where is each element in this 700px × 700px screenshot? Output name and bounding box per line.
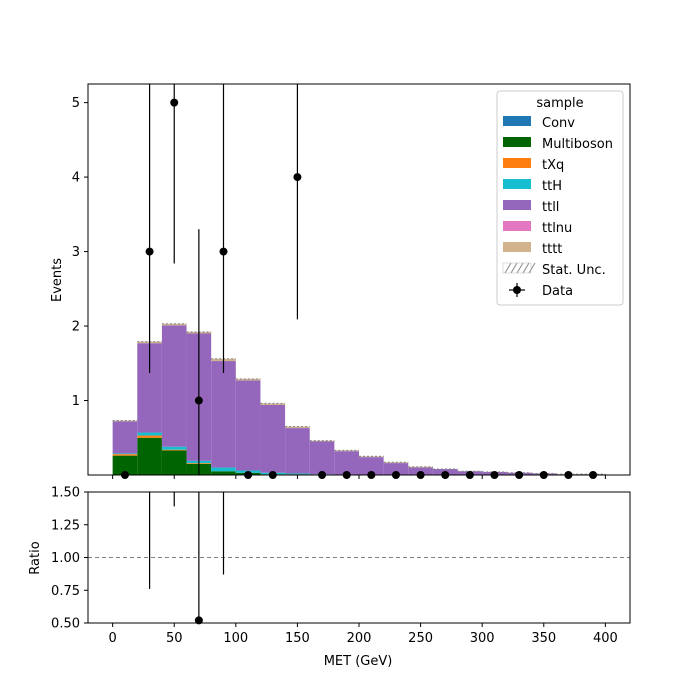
legend-swatch-stat-unc xyxy=(502,262,536,274)
legend-label-conv: Conv xyxy=(542,116,575,131)
x-tick-label: 100 xyxy=(223,631,248,646)
ratio-data-points xyxy=(148,492,225,625)
legend-label-ttll: ttll xyxy=(542,200,559,215)
legend-swatch-multiboson xyxy=(503,137,531,147)
bar-ttll xyxy=(112,421,138,454)
data-point xyxy=(194,396,203,405)
ratio-y-tick-label: 1.50 xyxy=(51,486,80,501)
bar-ttll xyxy=(309,441,335,475)
bar-ttll xyxy=(211,361,236,468)
bar-txq xyxy=(112,454,138,456)
bar-tth xyxy=(211,467,236,472)
bar-multiboson xyxy=(211,471,236,475)
x-tick-label: 400 xyxy=(593,631,618,646)
bar-multiboson xyxy=(161,450,187,475)
x-tick-label: 350 xyxy=(531,631,556,646)
bar-tttt xyxy=(235,378,261,381)
legend-marker-data xyxy=(509,283,525,297)
x-tick-label: 250 xyxy=(408,631,433,646)
y-axis-label: Events xyxy=(50,258,65,302)
bar-tttt xyxy=(285,426,310,429)
bar-tth xyxy=(161,446,187,450)
bar-tth xyxy=(112,453,138,455)
x-tick-label: 50 xyxy=(166,631,183,646)
bar-ttll xyxy=(383,463,409,475)
legend-label-data: Data xyxy=(542,284,573,299)
x-tick-label: 0 xyxy=(108,631,116,646)
bar-multiboson xyxy=(112,455,138,475)
bar-ttll xyxy=(260,404,286,473)
main-axis-ticks: 1 2 3 4 5 xyxy=(72,96,606,479)
data-point xyxy=(170,98,179,107)
bar-ttll xyxy=(235,380,261,471)
legend-swatch-ttlnu xyxy=(503,221,531,231)
legend-swatch-conv xyxy=(503,116,531,126)
legend-label-multiboson: Multiboson xyxy=(542,137,613,152)
legend-swatch-tth xyxy=(503,179,531,189)
ratio-plot-frame xyxy=(87,491,631,624)
data-point xyxy=(293,173,302,182)
legend-label-ttlnu: ttlnu xyxy=(542,221,572,236)
main-stack-bars xyxy=(112,323,606,475)
bar-tttt xyxy=(161,323,187,326)
bar-txq xyxy=(137,435,162,438)
ratio-point xyxy=(194,616,203,625)
y-tick-label: 1 xyxy=(72,394,80,409)
bar-tth xyxy=(285,473,310,475)
ratio-y-tick-label: 0.50 xyxy=(51,617,80,632)
bar-ttll xyxy=(334,451,359,475)
ratio-axis-ticks: 0.50 0.75 1.00 1.25 1.50 0 50 100 150 200 250 300 35… xyxy=(51,486,618,647)
legend: sample Conv Multiboson tXq ttH ttll ttlnu tttt… xyxy=(496,90,624,306)
data-point xyxy=(145,247,154,256)
ratio-y-tick-label: 1.25 xyxy=(51,518,80,533)
data-point xyxy=(219,247,228,256)
ratio-y-axis-label: Ratio xyxy=(28,541,43,574)
x-tick-label: 300 xyxy=(470,631,495,646)
bar-tttt xyxy=(260,403,286,405)
y-tick-label: 4 xyxy=(72,171,80,186)
x-tick-label: 200 xyxy=(347,631,372,646)
y-tick-label: 5 xyxy=(72,96,80,111)
legend-label-tth: ttH xyxy=(542,179,562,194)
bar-txq xyxy=(161,449,187,451)
ratio-y-tick-label: 0.75 xyxy=(51,584,80,599)
x-axis-label: MET (GeV) xyxy=(324,654,393,669)
legend-swatch-tttt xyxy=(503,242,531,252)
legend-label-stat-unc: Stat. Unc. xyxy=(542,263,606,278)
legend-swatch-txq xyxy=(503,158,531,168)
legend-swatch-ttll xyxy=(503,200,531,210)
bar-ttll xyxy=(285,428,310,474)
legend-label-tttt: tttt xyxy=(542,242,562,257)
bar-multiboson xyxy=(137,437,162,475)
legend-title: sample xyxy=(536,96,583,111)
bar-tth xyxy=(137,432,162,436)
y-tick-label: 2 xyxy=(72,320,80,335)
bar-ttll xyxy=(359,457,384,475)
x-tick-label: 150 xyxy=(285,631,310,646)
y-tick-label: 3 xyxy=(72,245,80,260)
bar-ttll xyxy=(161,325,187,447)
ratio-y-tick-label: 1.00 xyxy=(51,551,80,566)
legend-label-txq: tXq xyxy=(542,158,564,173)
main-data-points xyxy=(120,84,598,479)
